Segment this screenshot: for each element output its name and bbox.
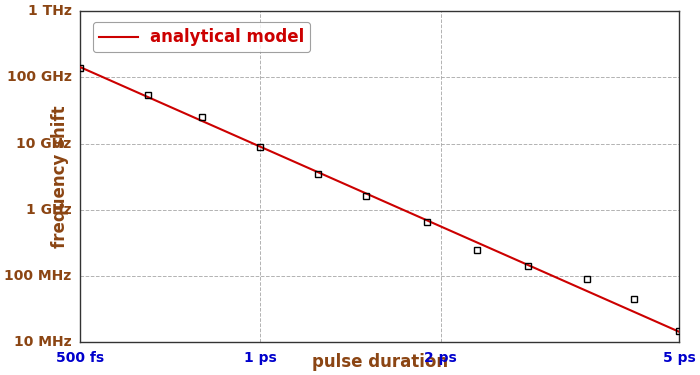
Text: 1 THz: 1 THz [27, 4, 71, 18]
Text: 5 ps: 5 ps [663, 351, 696, 365]
analytical model [433, 222, 441, 227]
analytical model [364, 192, 372, 196]
analytical model [360, 190, 369, 195]
Legend: analytical model: analytical model [93, 22, 310, 53]
Text: 2 ps: 2 ps [424, 351, 457, 365]
Text: 500 fs: 500 fs [56, 351, 104, 365]
Text: 10 MHz: 10 MHz [14, 335, 71, 350]
Text: 10 GHz: 10 GHz [16, 136, 71, 151]
Line: analytical model: analytical model [80, 67, 680, 332]
X-axis label: pulse duration: pulse duration [312, 353, 448, 371]
Text: 100 MHz: 100 MHz [4, 269, 71, 283]
Text: 100 GHz: 100 GHz [6, 70, 71, 84]
Y-axis label: frequency shift: frequency shift [51, 105, 69, 248]
analytical model [676, 330, 684, 334]
Text: 1 ps: 1 ps [244, 351, 276, 365]
analytical model [76, 64, 84, 69]
analytical model [567, 282, 575, 286]
analytical model [661, 323, 669, 328]
analytical model [400, 208, 408, 213]
Text: 1 GHz: 1 GHz [26, 203, 71, 217]
